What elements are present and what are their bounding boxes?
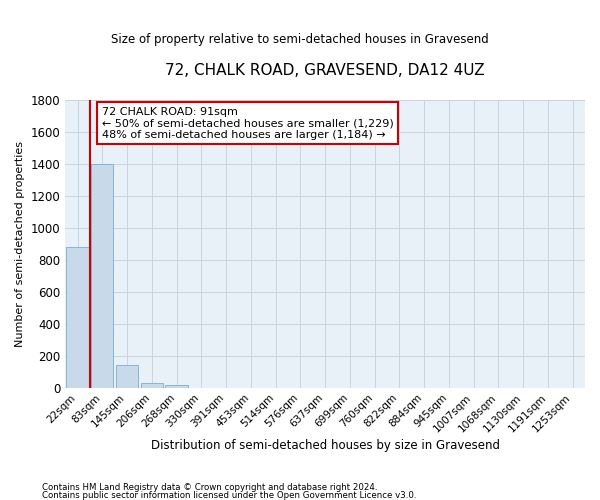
- Text: 72 CHALK ROAD: 91sqm
← 50% of semi-detached houses are smaller (1,229)
48% of se: 72 CHALK ROAD: 91sqm ← 50% of semi-detac…: [101, 106, 394, 140]
- Bar: [91, 164, 113, 388]
- Bar: [67, 246, 89, 388]
- Bar: [140, 382, 163, 388]
- Text: Contains public sector information licensed under the Open Government Licence v3: Contains public sector information licen…: [42, 490, 416, 500]
- X-axis label: Distribution of semi-detached houses by size in Gravesend: Distribution of semi-detached houses by …: [151, 440, 500, 452]
- Y-axis label: Number of semi-detached properties: Number of semi-detached properties: [15, 140, 25, 346]
- Title: 72, CHALK ROAD, GRAVESEND, DA12 4UZ: 72, CHALK ROAD, GRAVESEND, DA12 4UZ: [165, 62, 485, 78]
- Text: Size of property relative to semi-detached houses in Gravesend: Size of property relative to semi-detach…: [111, 32, 489, 46]
- Text: Contains HM Land Registry data © Crown copyright and database right 2024.: Contains HM Land Registry data © Crown c…: [42, 484, 377, 492]
- Bar: [166, 385, 188, 388]
- Bar: [116, 365, 138, 388]
